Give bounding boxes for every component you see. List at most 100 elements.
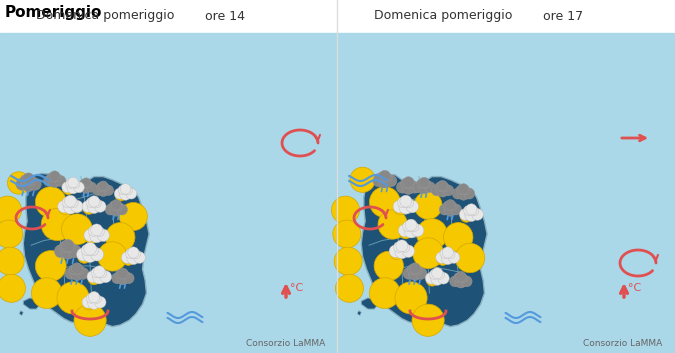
Circle shape (0, 220, 23, 248)
Circle shape (87, 271, 99, 283)
Circle shape (440, 249, 450, 259)
Circle shape (55, 175, 66, 186)
Circle shape (437, 273, 450, 284)
Circle shape (69, 198, 78, 208)
Circle shape (97, 229, 109, 241)
Circle shape (443, 201, 452, 211)
Circle shape (464, 188, 475, 199)
Circle shape (441, 252, 454, 264)
Circle shape (74, 182, 84, 193)
Circle shape (43, 175, 55, 186)
Circle shape (431, 185, 442, 196)
Circle shape (404, 198, 414, 208)
Circle shape (47, 172, 57, 182)
Text: Pomeriggio: Pomeriggio (5, 5, 103, 20)
Circle shape (446, 250, 455, 259)
Circle shape (35, 251, 66, 281)
Circle shape (86, 182, 97, 192)
Circle shape (27, 176, 36, 185)
Circle shape (444, 204, 456, 216)
Circle shape (70, 268, 84, 281)
Circle shape (127, 252, 140, 264)
Circle shape (81, 178, 91, 188)
Circle shape (95, 227, 105, 237)
Circle shape (72, 263, 82, 274)
Circle shape (455, 276, 467, 288)
Circle shape (398, 224, 410, 237)
Circle shape (59, 202, 72, 215)
Circle shape (95, 201, 106, 212)
Polygon shape (23, 173, 149, 327)
Circle shape (379, 175, 391, 188)
Text: ore 14: ore 14 (205, 10, 245, 23)
Circle shape (448, 252, 460, 263)
Circle shape (406, 200, 418, 213)
Circle shape (115, 190, 126, 201)
Circle shape (103, 185, 113, 196)
Circle shape (331, 196, 360, 224)
Circle shape (423, 180, 431, 188)
Circle shape (66, 243, 76, 252)
Circle shape (122, 252, 133, 263)
Circle shape (110, 204, 122, 216)
Circle shape (84, 243, 97, 255)
Circle shape (413, 182, 424, 193)
Circle shape (385, 175, 397, 187)
Circle shape (403, 268, 414, 279)
Circle shape (71, 200, 83, 213)
Circle shape (126, 188, 137, 199)
Circle shape (335, 274, 363, 302)
Circle shape (115, 270, 125, 279)
Circle shape (32, 278, 62, 309)
Circle shape (449, 202, 457, 211)
Circle shape (98, 242, 127, 271)
Text: Consorzio LaMMA: Consorzio LaMMA (246, 339, 325, 348)
Circle shape (122, 271, 130, 279)
Circle shape (429, 269, 439, 279)
Circle shape (83, 202, 95, 214)
Circle shape (437, 253, 449, 265)
Text: Consorzio LaMMA: Consorzio LaMMA (583, 339, 662, 348)
Circle shape (102, 184, 109, 191)
Circle shape (100, 271, 111, 283)
Circle shape (97, 185, 109, 197)
Polygon shape (20, 311, 23, 316)
Circle shape (90, 248, 103, 261)
Circle shape (464, 205, 474, 216)
Circle shape (54, 245, 68, 258)
Circle shape (88, 292, 100, 303)
Circle shape (35, 187, 66, 217)
Circle shape (72, 180, 80, 188)
Circle shape (122, 253, 134, 265)
Circle shape (61, 239, 74, 252)
Circle shape (390, 246, 403, 259)
Text: °C: °C (290, 283, 303, 293)
Circle shape (442, 247, 454, 258)
Circle shape (394, 202, 407, 215)
Circle shape (459, 274, 468, 282)
Circle shape (374, 251, 404, 281)
Circle shape (111, 273, 123, 284)
Circle shape (16, 178, 28, 190)
Circle shape (92, 199, 101, 208)
Circle shape (59, 241, 70, 252)
Circle shape (437, 180, 448, 191)
Circle shape (402, 181, 415, 195)
Circle shape (117, 273, 129, 285)
Circle shape (80, 182, 92, 193)
Circle shape (452, 188, 463, 199)
Circle shape (111, 199, 121, 210)
Circle shape (410, 263, 421, 274)
Circle shape (443, 185, 454, 196)
Circle shape (62, 197, 73, 208)
Circle shape (405, 219, 417, 231)
Circle shape (389, 245, 402, 257)
Circle shape (98, 269, 107, 278)
Circle shape (69, 264, 79, 275)
Polygon shape (23, 298, 40, 309)
Circle shape (461, 276, 472, 287)
Circle shape (124, 273, 134, 284)
Circle shape (379, 170, 390, 181)
Circle shape (402, 245, 414, 257)
Circle shape (65, 179, 75, 188)
